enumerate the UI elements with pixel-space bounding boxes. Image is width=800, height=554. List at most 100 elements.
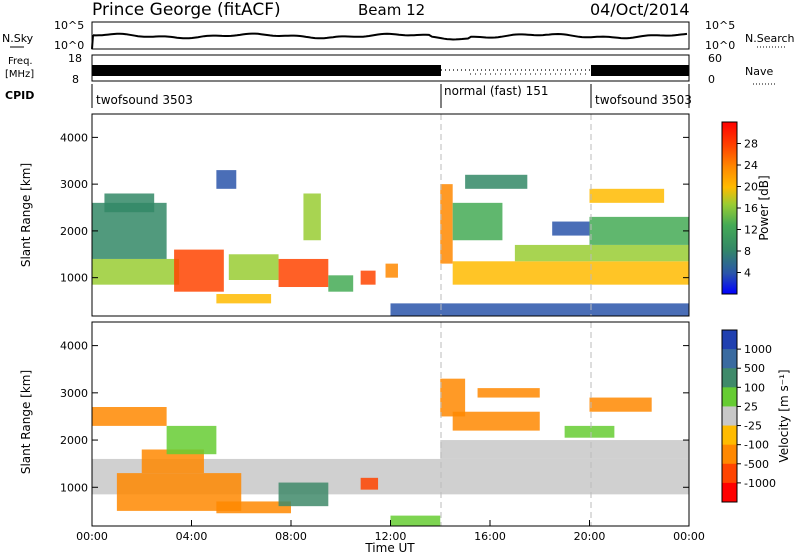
velocity-band-13 bbox=[390, 515, 441, 526]
velocity-ytick-label-0: 1000 bbox=[60, 481, 88, 494]
velocity-cb-block-0 bbox=[722, 330, 737, 350]
velocity-cb-block-5 bbox=[722, 425, 737, 446]
frequency-panel: Freq. [MHz] 18 8 60 0 Nave bbox=[5, 52, 775, 86]
velocity-band-2 bbox=[141, 449, 204, 474]
power-band-10 bbox=[216, 170, 237, 189]
velocity-cb-block-3 bbox=[722, 387, 737, 407]
x-axis-label: Time UT bbox=[364, 541, 415, 554]
nave-tick-top: 60 bbox=[708, 52, 722, 65]
velocity-cb-label-5: -100 bbox=[744, 439, 769, 452]
power-ytick-label-1: 2000 bbox=[60, 225, 88, 238]
power-band-0 bbox=[92, 258, 180, 285]
power-panel: 1000 2000 3000 4000 Slant Range [km] bbox=[19, 113, 690, 317]
freq-bar-segment-2 bbox=[591, 65, 689, 76]
velocity-band-6 bbox=[166, 425, 217, 455]
power-cb-label-2: 20 bbox=[744, 181, 758, 194]
xtick-label-2: 08:00 bbox=[275, 530, 307, 543]
velocity-band-11 bbox=[564, 425, 615, 438]
power-band-20 bbox=[552, 221, 590, 236]
noise-left-tick-top: 10^5 bbox=[54, 19, 84, 32]
velocity-band-12 bbox=[440, 440, 689, 459]
freq-tick-top: 18 bbox=[68, 52, 82, 65]
cpid-panel: CPID twofsound 3503 normal (fast) 151 tw… bbox=[5, 84, 692, 108]
power-ylabel: Slant Range [km] bbox=[19, 163, 33, 267]
velocity-cb-block-1 bbox=[722, 349, 737, 369]
freq-label-top: Freq. bbox=[8, 56, 33, 67]
date-label: 04/Oct/2014 bbox=[590, 0, 690, 19]
power-band-2 bbox=[174, 249, 224, 292]
power-cb-label-3: 16 bbox=[744, 202, 758, 215]
velocity-cb-label-0: 1000 bbox=[744, 343, 772, 356]
velocity-cb-block-2 bbox=[722, 368, 737, 388]
power-band-7 bbox=[385, 263, 398, 278]
freq-label-bottom: [MHz] bbox=[5, 69, 34, 80]
station-title: Prince George (fitACF) bbox=[92, 0, 281, 20]
velocity-band-9 bbox=[477, 388, 540, 398]
power-colorbar-label: Power [dB] bbox=[757, 175, 771, 240]
velocity-cb-block-4 bbox=[722, 406, 737, 427]
cpid-segment-3: twofsound 3503 bbox=[595, 93, 692, 107]
velocity-ytick-label-1: 2000 bbox=[60, 434, 88, 447]
velocity-cb-label-3: 25 bbox=[744, 400, 758, 413]
cpid-segment-2: normal (fast) 151 bbox=[444, 84, 548, 98]
power-band-12 bbox=[440, 184, 453, 264]
power-band-13 bbox=[452, 202, 503, 241]
power-cb-label-5: 8 bbox=[744, 245, 751, 258]
noise-left-label: N.Sky bbox=[2, 32, 34, 45]
power-band-8 bbox=[216, 294, 272, 304]
power-band-18 bbox=[589, 188, 665, 203]
velocity-band-4 bbox=[278, 482, 329, 507]
power-band-17 bbox=[589, 216, 689, 245]
power-band-5 bbox=[328, 275, 354, 292]
power-cb-label-4: 12 bbox=[744, 224, 758, 237]
velocity-cb-label-2: 100 bbox=[744, 381, 765, 394]
velocity-band-14 bbox=[360, 477, 379, 490]
velocity-band-3 bbox=[216, 501, 291, 514]
xtick-label-0: 00:00 bbox=[76, 530, 108, 543]
velocity-cb-label-7: -1000 bbox=[744, 477, 776, 490]
velocity-cb-block-8 bbox=[722, 482, 737, 503]
velocity-ytick-label-2: 3000 bbox=[60, 387, 88, 400]
velocity-cb-label-4: -25 bbox=[744, 420, 762, 433]
velocity-band-7 bbox=[440, 378, 466, 417]
power-ytick-label-0: 1000 bbox=[60, 272, 88, 285]
velocity-ylabel: Slant Range [km] bbox=[19, 370, 33, 474]
noise-left-tick-bottom: 10^0 bbox=[54, 39, 84, 52]
velocity-colorbar-label: Velocity [m s⁻¹] bbox=[777, 369, 791, 462]
velocity-ytick-label-3: 4000 bbox=[60, 340, 88, 353]
power-colorbar: 28 24 20 16 12 8 4 Power [dB] bbox=[721, 121, 771, 295]
freq-bar-segment-1 bbox=[92, 65, 441, 76]
power-band-9 bbox=[104, 193, 155, 213]
freq-tick-bottom: 8 bbox=[72, 73, 79, 86]
power-band-19 bbox=[390, 303, 689, 316]
noise-right-tick-top: 10^5 bbox=[705, 19, 735, 32]
xtick-label-6: 00:00 bbox=[673, 530, 705, 543]
nave-tick-bottom: 0 bbox=[708, 73, 715, 86]
noise-right-label: N.Search bbox=[745, 32, 795, 45]
power-ytick-label-3: 4000 bbox=[60, 131, 88, 144]
cpid-label: CPID bbox=[5, 89, 34, 102]
power-band-11 bbox=[303, 193, 321, 241]
velocity-band-8 bbox=[452, 411, 540, 431]
velocity-band-5 bbox=[92, 407, 167, 426]
velocity-cb-label-6: -500 bbox=[744, 458, 769, 471]
power-band-3 bbox=[228, 254, 279, 280]
velocity-cb-label-1: 500 bbox=[744, 362, 765, 375]
xtick-label-4: 16:00 bbox=[474, 530, 506, 543]
nave-label: Nave bbox=[745, 65, 773, 78]
power-band-16 bbox=[514, 244, 689, 262]
power-band-15 bbox=[452, 261, 689, 285]
power-cb-label-0: 28 bbox=[744, 138, 758, 151]
noise-right-tick-bottom: 10^0 bbox=[705, 39, 735, 52]
velocity-cb-block-7 bbox=[722, 463, 737, 484]
velocity-band-10 bbox=[589, 397, 652, 412]
velocity-colorbar: 1000 500 100 25 -25 -100 -500 -1000 Velocity [m… bbox=[721, 329, 791, 503]
noise-panel: N.Sky 10^5 10^0 10^5 10^0 N.Search bbox=[2, 19, 795, 52]
xtick-label-1: 04:00 bbox=[176, 530, 208, 543]
beam-label: Beam 12 bbox=[358, 1, 425, 19]
cpid-segment-1: twofsound 3503 bbox=[96, 93, 193, 107]
velocity-panel: 1000 2000 3000 4000 00:00 04:00 08:00 12:00 16:… bbox=[19, 321, 705, 554]
xtick-label-3: 12:00 bbox=[375, 530, 407, 543]
power-band-14 bbox=[465, 174, 528, 189]
